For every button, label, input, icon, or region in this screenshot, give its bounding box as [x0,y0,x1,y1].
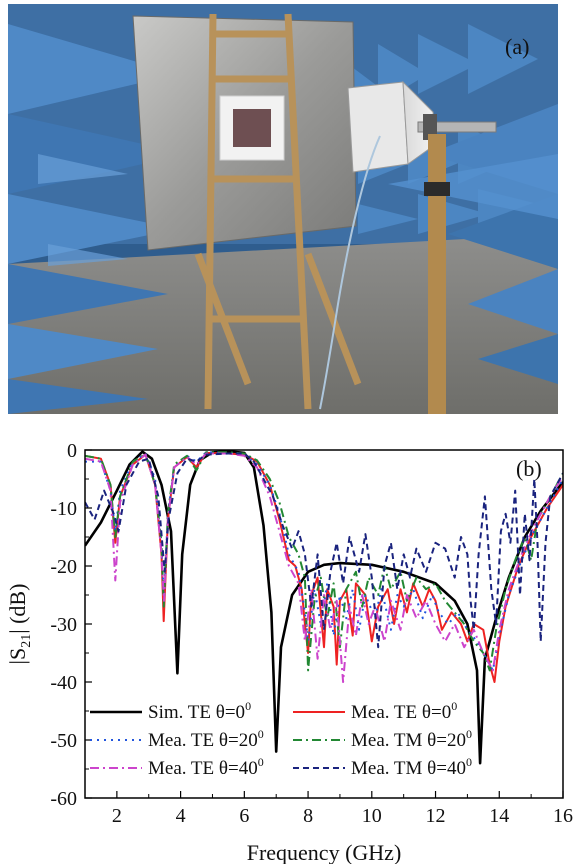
x-tick-label: 16 [553,805,573,827]
y-axis-label-sub: 21 [19,634,34,648]
legend-entry-2: Mea. TE θ=00 [351,699,457,723]
y-tick-label: -60 [50,788,77,810]
horn-antenna [347,80,497,173]
legend-superscript: 0 [258,755,264,769]
wooden-stand [194,13,362,410]
anechoic-chamber-photo: (a) [8,4,558,414]
s21-chart: 2 4 6 8 10 12 14 16 0 -10 -20 -30 -40 -50 -60 Sim. TE … [5,440,573,864]
photo-panel-label: (a) [505,34,529,59]
rf-cable [319,135,381,410]
legend-entry-4: Mea. TM θ=200 [351,727,472,751]
legend-text: Mea. TE θ=0 [351,702,451,723]
y-tick-label: -30 [50,614,77,636]
series-layer [85,450,563,765]
y-tick-label: -40 [50,672,77,694]
chart-panel: 2 4 6 8 10 12 14 16 0 -10 -20 -30 -40 -50 -60 Sim. TE … [0,432,575,864]
legend-entry-6: Mea. TM θ=400 [351,755,472,779]
x-axis-label: Frequency (GHz) [247,840,402,864]
legend-superscript: 0 [245,699,251,713]
x-tick-label: 8 [303,805,313,827]
legend-superscript: 0 [466,727,472,741]
axis-layer: 2 4 6 8 10 12 14 16 0 -10 -20 -30 -40 -50 -60 [50,440,573,827]
x-tick-label: 10 [362,805,382,827]
photo-panel: (a) [8,4,558,414]
legend-text: Mea. TM θ=40 [351,758,466,779]
legend-text: Sim. TE θ=0 [148,702,245,723]
x-tick-label: 12 [426,805,446,827]
legend-entry-3: Mea. TE θ=200 [148,727,264,751]
series-line-4 [85,451,563,672]
antenna-mast [428,134,446,414]
y-tick-label: -50 [50,730,77,752]
legend-entry-5: Mea. TE θ=400 [148,755,264,779]
x-tick-label: 2 [112,805,122,827]
y-axis-label-tail: | (dB) [5,584,30,634]
y-tick-label: 0 [67,440,77,462]
legend-text: Mea. TE θ=40 [148,758,258,779]
right-absorbers [388,104,558,384]
left-absorbers [8,24,188,414]
series-line-1 [85,450,563,765]
legend-text: Mea. TM θ=20 [351,730,466,751]
legend-text: Mea. TE θ=20 [148,730,258,751]
legend-superscript: 0 [466,755,472,769]
x-tick-label: 6 [239,805,249,827]
x-tick-label: 14 [489,805,509,827]
y-tick-label: -10 [50,498,77,520]
chart-panel-label: (b) [516,456,542,481]
series-line-6 [85,452,563,649]
x-tick-label: 4 [176,805,186,827]
legend-superscript: 0 [258,727,264,741]
y-tick-label: -20 [50,556,77,578]
y-axis-label: |S21| (dB) [5,584,34,665]
series-line-5 [85,452,563,683]
legend-entry-1: Sim. TE θ=00 [148,699,251,723]
metasurface-sample [233,109,271,147]
y-axis-label-main: |S [5,648,30,665]
legend-superscript: 0 [451,699,457,713]
